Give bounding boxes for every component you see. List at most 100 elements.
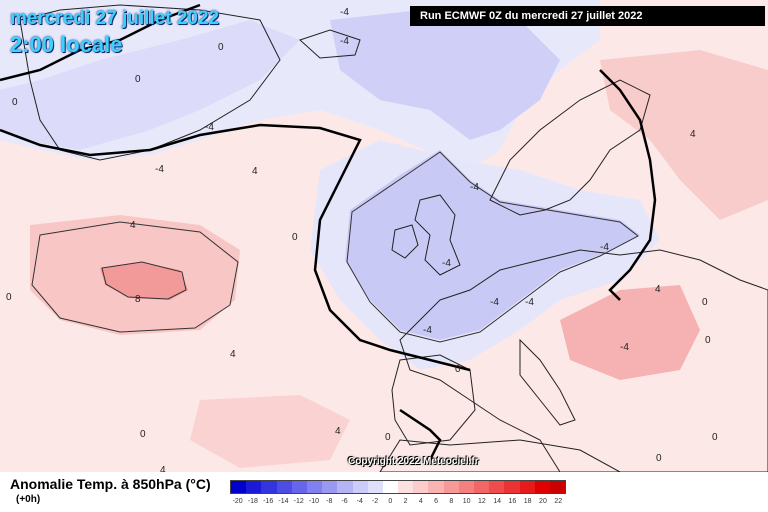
colorbar-swatch bbox=[337, 481, 353, 493]
colorbar-swatch bbox=[489, 481, 505, 493]
zero-contour-south bbox=[399, 408, 442, 461]
colorbar-swatch bbox=[443, 481, 459, 493]
contour-minus4-europe bbox=[346, 151, 639, 343]
colorbar-swatch bbox=[534, 481, 550, 493]
colorbar-tick-label: -8 bbox=[326, 498, 333, 505]
contour-label: 4 bbox=[690, 129, 696, 140]
colorbar-tick-label: 6 bbox=[434, 498, 439, 505]
iberia-coast bbox=[391, 354, 476, 446]
colorbar-swatch bbox=[231, 481, 247, 493]
contour-label: 0 bbox=[656, 453, 662, 464]
iceland-coast bbox=[299, 29, 361, 59]
colorbar-tick-label: 0 bbox=[388, 498, 393, 505]
contour-plus4-atlantic bbox=[31, 221, 239, 333]
run-info-bar: Run ECMWF 0Z du mercredi 27 juillet 2022 bbox=[410, 6, 765, 26]
europe-mainland-coast bbox=[399, 249, 768, 472]
contour-label: 0 bbox=[218, 42, 224, 53]
colorbar-swatch bbox=[261, 481, 277, 493]
contour-label: -4 bbox=[470, 182, 479, 193]
colorbar-swatch bbox=[276, 481, 292, 493]
contour-label: 0 bbox=[705, 335, 711, 346]
contour-label: 4 bbox=[160, 465, 166, 472]
contour-label: 4 bbox=[655, 284, 661, 295]
contour-labels: 0 0 0 0 -4 -4 -4 -4 4 4 8 4 0 -4 -4 -4 -… bbox=[6, 7, 718, 472]
italy-coast bbox=[519, 338, 576, 426]
date-title: mercredi 27 juillet 2022 bbox=[10, 8, 220, 29]
colorbar-tick-label: -4 bbox=[356, 498, 363, 505]
cold-core-greenland bbox=[0, 20, 300, 150]
contour-label: -4 bbox=[620, 342, 629, 353]
legend-title: Anomalie Temp. à 850hPa (°C) bbox=[10, 476, 211, 492]
colorbar-tick-label: 22 bbox=[554, 498, 563, 505]
uk-coast bbox=[414, 194, 461, 276]
contour-label: 4 bbox=[130, 220, 136, 231]
north-africa-coast bbox=[379, 439, 621, 472]
colorbar-tick-label: 14 bbox=[493, 498, 502, 505]
colorbar-tick-label: -16 bbox=[263, 498, 274, 505]
legend-subtitle: (+0h) bbox=[16, 494, 41, 505]
colorbar-tick-label: -20 bbox=[232, 498, 243, 505]
contour-label: 0 bbox=[135, 74, 141, 85]
colorbar-tick-label: 4 bbox=[418, 498, 423, 505]
colorbar-swatch bbox=[322, 481, 338, 493]
colorbar-tick-label: 8 bbox=[449, 498, 454, 505]
contour-label: -4 bbox=[525, 297, 534, 308]
contour-label: 0 bbox=[292, 232, 298, 243]
colorbar-tick-label: 10 bbox=[462, 498, 471, 505]
cold-core-north bbox=[330, 10, 560, 140]
colorbar-swatch bbox=[504, 481, 520, 493]
colorbar-tick-label: -14 bbox=[278, 498, 289, 505]
contour-plus8-atlantic bbox=[101, 261, 187, 300]
zero-contours bbox=[0, 3, 657, 461]
zero-contour-greenland bbox=[0, 3, 201, 82]
contour-label: 0 bbox=[455, 364, 461, 375]
contour-label: 0 bbox=[702, 297, 708, 308]
contour-label: -4 bbox=[600, 242, 609, 253]
colorbar-tick-label: 16 bbox=[508, 498, 517, 505]
colorbar-swatch bbox=[428, 481, 444, 493]
warm-core-atlantic bbox=[100, 262, 188, 300]
temperature-anomaly-map: 0 0 0 0 -4 -4 -4 -4 4 4 8 4 0 -4 -4 -4 -… bbox=[0, 0, 768, 472]
colorbar-swatch bbox=[291, 481, 307, 493]
colorbar-swatch bbox=[352, 481, 368, 493]
colorbar-swatch bbox=[413, 481, 429, 493]
contour-label: 4 bbox=[335, 426, 341, 437]
contour-label: 0 bbox=[12, 97, 18, 108]
contour-label: -4 bbox=[155, 164, 164, 175]
cold-core-europe bbox=[345, 150, 640, 340]
greenland-coast bbox=[19, 4, 281, 161]
anomaly-contours bbox=[31, 151, 639, 343]
warm-region-east bbox=[600, 50, 768, 220]
legend-panel: Anomalie Temp. à 850hPa (°C) (+0h) -20 -1… bbox=[0, 472, 768, 512]
colorbar-tick-label: 2 bbox=[403, 498, 408, 505]
contour-label: 4 bbox=[230, 349, 236, 360]
colorbar-tick-label: -2 bbox=[371, 498, 379, 505]
coastlines bbox=[19, 4, 768, 472]
colorbar-swatch bbox=[549, 481, 566, 493]
contour-label: 0 bbox=[140, 429, 146, 440]
colorbar-swatch bbox=[474, 481, 490, 493]
colorbar-tick-label: -10 bbox=[308, 498, 320, 505]
colorbar-swatch bbox=[367, 481, 383, 493]
contour-label: 0 bbox=[385, 432, 391, 443]
contour-label: -4 bbox=[442, 258, 451, 269]
time-title: 2:00 locale bbox=[10, 32, 123, 57]
contour-label: 0 bbox=[712, 432, 718, 443]
colorbar-tick-label: 18 bbox=[523, 498, 532, 505]
ireland-coast bbox=[391, 224, 419, 259]
colorbar-tick-label: 12 bbox=[477, 498, 486, 505]
zero-contour-east bbox=[599, 69, 657, 301]
warm-core-balkans bbox=[560, 285, 700, 380]
contour-label: -4 bbox=[205, 122, 214, 133]
colorbar-swatch bbox=[382, 481, 399, 493]
contour-label: 4 bbox=[252, 166, 258, 177]
warm-region-southwest bbox=[190, 395, 350, 468]
colorbar-swatch bbox=[398, 481, 414, 493]
colorbar-tick-label: 20 bbox=[539, 498, 547, 505]
contour-label: 0 bbox=[6, 292, 12, 303]
contour-label: -4 bbox=[340, 36, 349, 47]
colorbar-tick-label: -18 bbox=[247, 498, 258, 505]
contour-label: 8 bbox=[135, 294, 141, 305]
colorbar-ticks: -20 -18 -16 -14 -12 -10 -8 -6 -4 -2 0 2 4 6 8 10 12 14 16 1… bbox=[230, 498, 566, 508]
